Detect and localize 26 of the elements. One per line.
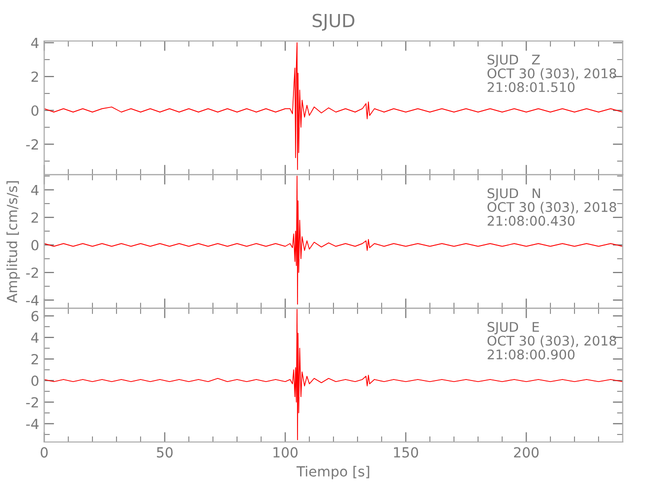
- annotation: SJUD N OCT 30 (303), 2018 21:08:00.430: [487, 188, 616, 226]
- y-axis-title: Amplitud [cm/s/s]: [6, 181, 20, 303]
- x-tick-label: 100: [274, 447, 298, 458]
- y-tick-label: -4: [26, 295, 39, 306]
- y-tick-label: 0: [31, 240, 38, 250]
- chart-title: SJUD: [312, 14, 354, 31]
- y-tick-label: -4: [26, 418, 39, 429]
- y-tick-label: 4: [31, 184, 39, 196]
- y-tick-label: 4: [31, 38, 39, 48]
- x-tick-label: 150: [394, 447, 418, 458]
- x-axis-title: Tiempo [s]: [296, 466, 370, 480]
- y-tick-label: 6: [31, 310, 38, 322]
- annotation: SJUD E OCT 30 (303), 2018 21:08:00.900: [487, 322, 616, 360]
- y-tick-label: -2: [26, 397, 38, 408]
- y-tick-label: 2: [32, 72, 38, 82]
- x-tick-label: 50: [156, 447, 173, 458]
- y-tick-label: 0: [31, 105, 38, 116]
- y-tick-label: 0: [31, 376, 38, 386]
- y-tick-label: -2: [26, 139, 38, 150]
- x-tick-label: 0: [40, 447, 48, 458]
- y-tick-label: -2: [26, 267, 38, 278]
- y-tick-label: 2: [32, 212, 38, 223]
- y-tick-label: 2: [32, 354, 38, 364]
- y-tick-label: 4: [31, 332, 39, 343]
- x-tick-label: 200: [514, 447, 539, 458]
- annotation: SJUD Z OCT 30 (303), 2018 21:08:01.510: [487, 54, 616, 92]
